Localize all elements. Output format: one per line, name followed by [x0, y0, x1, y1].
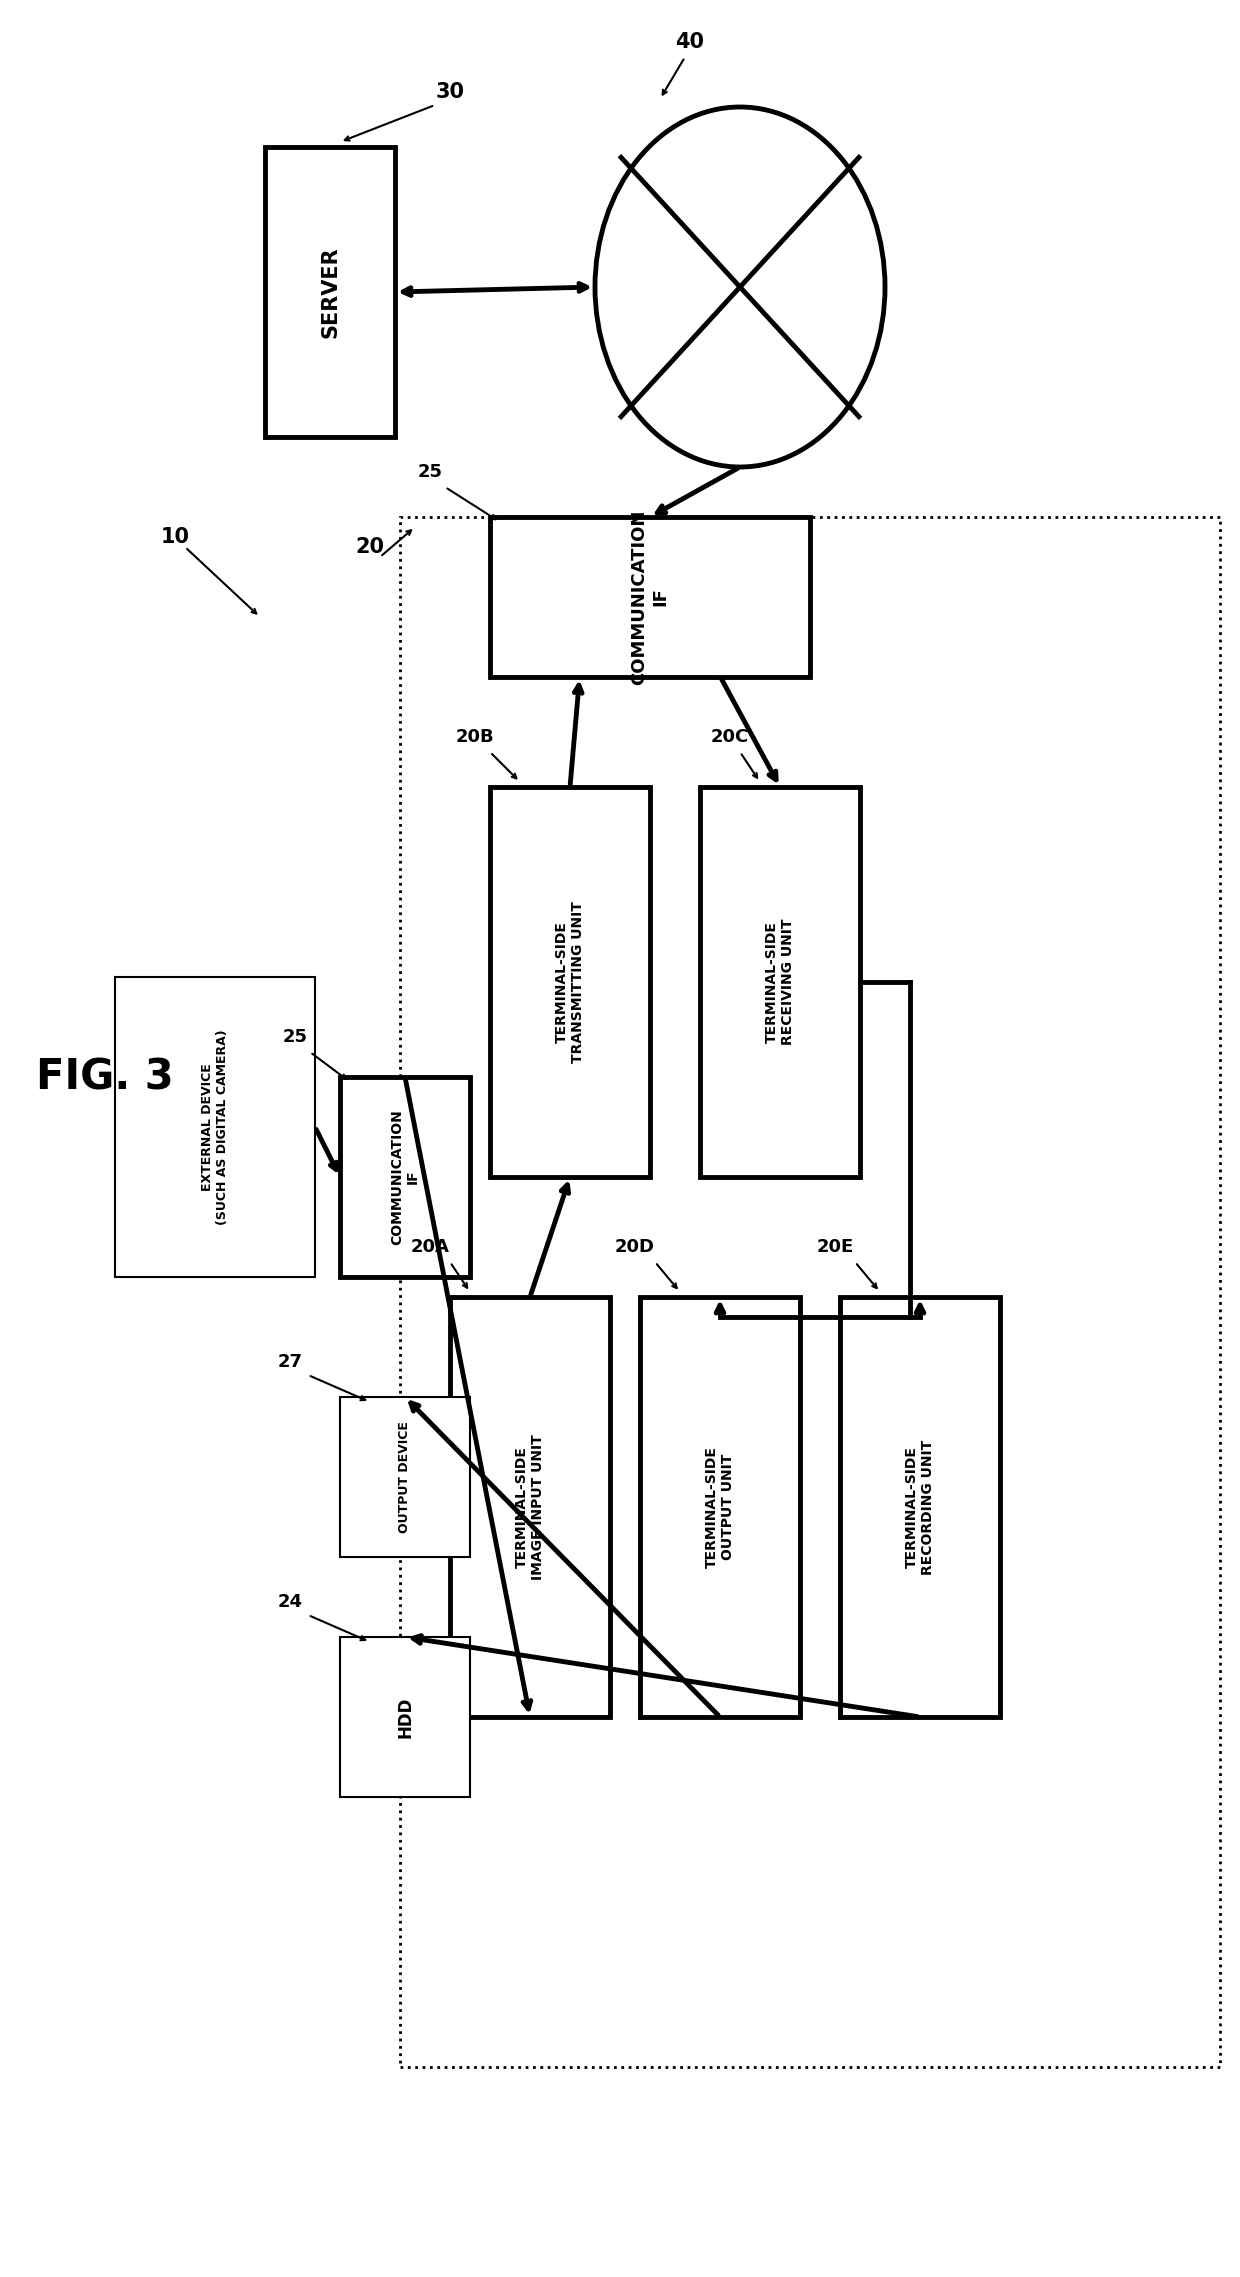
Bar — [490, 788, 650, 1177]
Bar — [450, 1298, 610, 1717]
Bar — [401, 517, 1220, 2068]
Text: OUTPUT DEVICE: OUTPUT DEVICE — [398, 1421, 412, 1532]
Text: FIG. 3: FIG. 3 — [36, 1057, 174, 1098]
Bar — [839, 1298, 999, 1717]
Text: 20E: 20E — [816, 1239, 853, 1257]
Bar — [115, 977, 315, 1277]
Ellipse shape — [595, 107, 885, 467]
Text: 25: 25 — [283, 1027, 308, 1045]
Text: COMMUNICATION
IF: COMMUNICATION IF — [631, 510, 670, 685]
Bar — [701, 788, 861, 1177]
Text: 30: 30 — [435, 82, 465, 102]
Text: HDD: HDD — [396, 1696, 414, 1737]
Text: 10: 10 — [160, 526, 190, 546]
Text: TERMINAL-SIDE
TRANSMITTING UNIT: TERMINAL-SIDE TRANSMITTING UNIT — [556, 902, 585, 1063]
Bar — [340, 1398, 470, 1557]
Text: 20C: 20C — [711, 729, 749, 747]
Bar — [265, 148, 396, 437]
Text: 20D: 20D — [615, 1239, 655, 1257]
Bar — [340, 1077, 470, 1277]
Text: EXTERNAL DEVICE
(SUCH AS DIGITAL CAMERA): EXTERNAL DEVICE (SUCH AS DIGITAL CAMERA) — [201, 1029, 229, 1225]
Text: 20A: 20A — [410, 1239, 449, 1257]
Text: TERMINAL-SIDE
RECEIVING UNIT: TERMINAL-SIDE RECEIVING UNIT — [765, 918, 795, 1045]
Text: SERVER: SERVER — [320, 246, 340, 337]
Text: 25: 25 — [418, 462, 443, 480]
Bar — [490, 517, 810, 676]
Text: 20B: 20B — [455, 729, 495, 747]
Text: TERMINAL-SIDE
RECORDING UNIT: TERMINAL-SIDE RECORDING UNIT — [905, 1439, 935, 1576]
Text: 24: 24 — [278, 1594, 303, 1612]
Text: TERMINAL-SIDE
IMAGE INPUT UNIT: TERMINAL-SIDE IMAGE INPUT UNIT — [515, 1435, 546, 1580]
Text: 40: 40 — [676, 32, 704, 52]
Text: TERMINAL-SIDE
OUTPUT UNIT: TERMINAL-SIDE OUTPUT UNIT — [704, 1446, 735, 1569]
Bar — [340, 1637, 470, 1797]
Bar — [640, 1298, 800, 1717]
Text: COMMUNICATION
IF: COMMUNICATION IF — [389, 1109, 420, 1246]
Text: 20: 20 — [356, 537, 384, 558]
Text: 27: 27 — [278, 1353, 303, 1371]
